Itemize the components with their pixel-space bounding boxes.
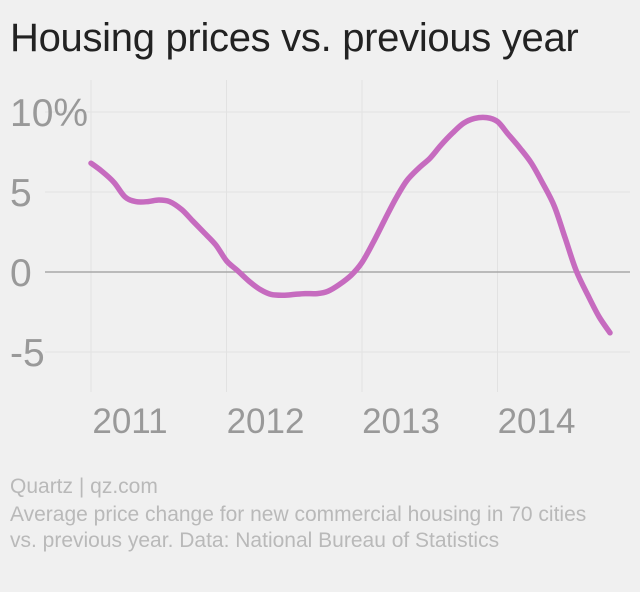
line-chart: 10% 5 0 -5 2011 2012 2013 2014 [10, 80, 630, 441]
x-tick-label: 2014 [498, 402, 576, 441]
gridlines [45, 80, 630, 392]
chart-description: Average price change for new commercial … [10, 503, 587, 552]
source-credit: Quartz | qz.com [10, 475, 158, 498]
chart-footer: Quartz | qz.com Average price change for… [10, 474, 610, 554]
x-axis-ticks: 2011 2012 2013 2014 [92, 402, 575, 441]
series-layer [88, 114, 613, 336]
x-tick-label: 2012 [227, 402, 305, 441]
x-tick-label: 2013 [362, 402, 440, 441]
y-tick-label: 5 [10, 172, 32, 215]
series-line-0 [88, 114, 613, 336]
y-tick-label: 10% [10, 92, 88, 135]
y-axis-ticks: 10% 5 0 -5 [10, 92, 88, 375]
x-tick-label: 2011 [92, 402, 167, 441]
y-tick-label: -5 [10, 332, 45, 375]
y-tick-label: 0 [10, 252, 32, 295]
chart-title: Housing prices vs. previous year [10, 16, 579, 60]
